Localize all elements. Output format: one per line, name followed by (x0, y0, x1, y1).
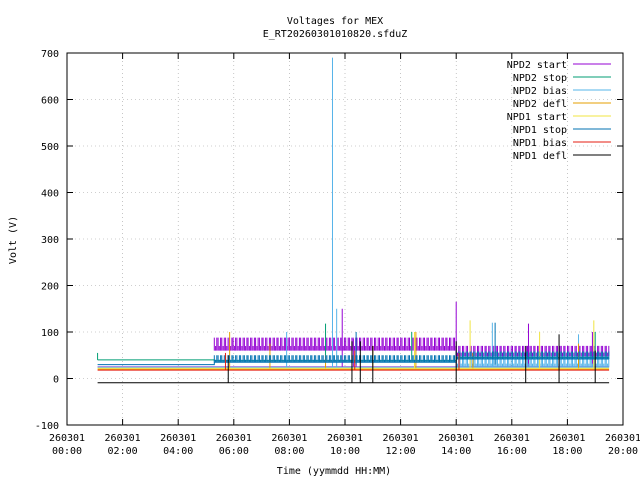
legend: NPD2 start NPD2 stop NPD2 bias NPD2 defl NPD… (507, 60, 611, 162)
x-tick-time: 06:00 (219, 446, 249, 457)
plot-frame (66, 52, 624, 426)
y-axis-label: Volt (V) (8, 216, 19, 264)
y-tick-label: 200 (41, 282, 59, 293)
y-tick-label: 500 (41, 142, 59, 153)
x-tick-time: 14:00 (441, 446, 471, 457)
series-npd1-start (97, 320, 610, 369)
series-line (97, 358, 610, 366)
x-tick-time: 10:00 (330, 446, 360, 457)
legend-label: NPD2 stop (513, 73, 567, 84)
legend-label: NPD1 defl (513, 151, 567, 162)
y-tick-label: 600 (41, 96, 59, 107)
x-tick-date: 260301 (49, 433, 85, 444)
x-tick-time: 02:00 (108, 446, 138, 457)
legend-label: NPD1 stop (513, 125, 567, 136)
x-tick-time: 18:00 (552, 446, 582, 457)
grid (67, 53, 623, 425)
x-tick-date: 260301 (271, 433, 307, 444)
y-tick-label: 700 (41, 49, 59, 60)
x-axis-label: Time (yymmdd HH:MM) (277, 466, 391, 477)
series-band (213, 337, 457, 351)
x-tick-date: 260301 (327, 433, 363, 444)
x-tick-date: 260301 (605, 433, 640, 444)
legend-label: NPD2 defl (513, 99, 567, 110)
legend-label: NPD2 start (507, 60, 567, 71)
x-tick-time: 12:00 (386, 446, 416, 457)
x-tick-date: 260301 (160, 433, 196, 444)
x-tick-date: 260301 (105, 433, 141, 444)
y-tick-label: 0 (53, 375, 59, 386)
y-tick-label: 300 (41, 235, 59, 246)
x-tick-date: 260301 (494, 433, 530, 444)
chart-subtitle: E_RT20260301010820.sfduZ (263, 29, 408, 40)
legend-label: NPD1 start (507, 112, 567, 123)
series-band (213, 355, 457, 363)
x-tick-time: 08:00 (274, 446, 304, 457)
x-tick-date: 260301 (216, 433, 252, 444)
x-tick-time: 20:00 (608, 446, 638, 457)
x-tick-time: 00:00 (52, 446, 82, 457)
legend-label: NPD2 bias (513, 86, 567, 97)
y-tick-label: 400 (41, 189, 59, 200)
axis-ticks: -100 0 100 200 300 400 500 600 700 260301 00:00 260… (35, 49, 640, 457)
x-tick-time: 16:00 (497, 446, 527, 457)
y-tick-label: 100 (41, 328, 59, 339)
legend-label: NPD1 bias (513, 138, 567, 149)
x-tick-date: 260301 (549, 433, 585, 444)
y-tick-label: -100 (35, 421, 59, 432)
series-layer (97, 57, 610, 384)
chart-title: Voltages for MEX (287, 16, 383, 27)
x-tick-date: 260301 (438, 433, 474, 444)
x-tick-time: 04:00 (163, 446, 193, 457)
series-npd1-defl (97, 334, 610, 384)
x-tick-date: 260301 (383, 433, 419, 444)
